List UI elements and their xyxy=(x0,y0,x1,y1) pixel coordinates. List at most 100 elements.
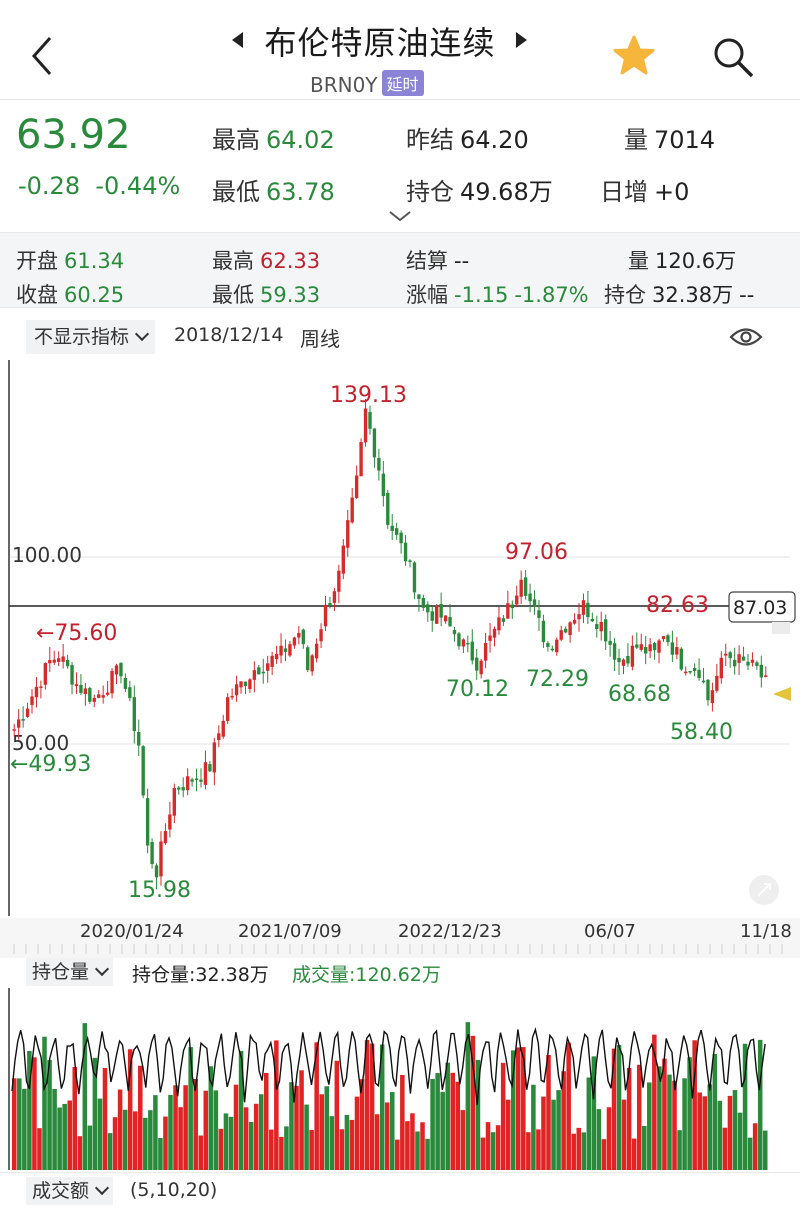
candlestick-svg: 100.00 50.00 87.03 139.13 15.98 ←75.60 ←… xyxy=(8,360,796,916)
chart-toolbar: 不显示指标 2018/12/14 周线 xyxy=(0,318,800,358)
candle xyxy=(741,656,746,661)
candle xyxy=(105,692,110,695)
volume-bar xyxy=(32,1057,37,1170)
volume-bar xyxy=(647,1082,652,1170)
chart-period[interactable]: 周线 xyxy=(300,327,340,351)
quote-high: 最高 64.02 xyxy=(212,120,335,155)
candle xyxy=(550,648,555,651)
candle xyxy=(194,778,199,781)
candle xyxy=(719,657,723,679)
candle xyxy=(65,659,70,667)
value: -1.15 xyxy=(454,283,509,307)
candlestick-chart[interactable]: 100.00 50.00 87.03 139.13 15.98 ←75.60 ←… xyxy=(0,360,800,920)
volume-bar xyxy=(566,1042,571,1170)
volume-svg xyxy=(8,988,768,1170)
back-icon[interactable] xyxy=(28,34,60,78)
candle xyxy=(141,746,145,796)
volume-bar xyxy=(510,1050,516,1170)
candle xyxy=(363,408,368,443)
candle xyxy=(292,637,297,646)
expand-chevron-icon[interactable] xyxy=(388,208,412,224)
candle xyxy=(555,639,559,653)
candle xyxy=(306,647,310,671)
candle xyxy=(83,688,88,695)
value: 64.20 xyxy=(460,126,529,154)
next-triangle-icon[interactable] xyxy=(516,32,527,48)
candle xyxy=(457,633,461,647)
volume-bar xyxy=(264,1072,269,1170)
period-low: 最低 59.33 xyxy=(212,279,320,309)
label: 开盘 xyxy=(16,249,58,273)
volume-bar xyxy=(218,1128,224,1170)
volume-panel-header: 持仓量 持仓量:32.38万 成交量:120.62万 xyxy=(0,958,800,988)
candle xyxy=(21,719,25,721)
change-value: -0.28 xyxy=(18,172,81,200)
x-tick: 06/07 xyxy=(584,921,636,942)
candle xyxy=(417,594,421,599)
volume-bar xyxy=(500,1062,506,1170)
volume-indicator-select[interactable]: 持仓量 xyxy=(26,958,114,986)
x-axis-svg: 2020/01/24 2021/07/09 2022/12/23 06/07 1… xyxy=(13,921,792,954)
candle xyxy=(692,667,697,671)
volume-bar xyxy=(153,1095,158,1170)
candle xyxy=(354,475,359,498)
x-tick: 11/18 xyxy=(740,921,792,942)
prev-triangle-icon[interactable] xyxy=(232,32,243,48)
last-price-marker-icon xyxy=(773,687,791,701)
volume-bar xyxy=(470,1035,476,1170)
instrument-code-row: BRN0Y 延时 xyxy=(310,70,424,97)
candle xyxy=(101,695,105,698)
candle xyxy=(239,681,243,688)
volume-bar xyxy=(47,1060,52,1170)
candle xyxy=(270,655,274,667)
candle xyxy=(368,412,372,429)
label: 结算 xyxy=(406,249,448,273)
candle xyxy=(97,694,101,698)
volume-bar xyxy=(193,1079,198,1170)
star-icon[interactable] xyxy=(612,34,656,78)
volume-bar xyxy=(657,1066,662,1170)
volume-bar xyxy=(712,1054,718,1170)
y-tick-50: 50.00 xyxy=(12,731,69,755)
candle xyxy=(626,656,630,664)
volume-bar xyxy=(27,1051,32,1170)
volume-bar xyxy=(652,1034,657,1170)
label-trough2: 72.29 xyxy=(526,667,589,692)
volume-bar xyxy=(415,1131,420,1170)
candle xyxy=(546,643,550,647)
candle xyxy=(248,679,252,689)
x-tick: 2022/12/23 xyxy=(398,921,502,942)
candle xyxy=(61,656,65,662)
candle xyxy=(310,655,314,672)
volume-bar xyxy=(309,1130,314,1170)
volume-bar xyxy=(752,1123,758,1170)
price-change: -0.28 -0.44% xyxy=(18,172,180,200)
eye-icon[interactable] xyxy=(728,322,764,352)
scroll-handle[interactable] xyxy=(772,622,790,634)
volume-bar xyxy=(667,1074,672,1170)
volume-bar xyxy=(132,1111,138,1170)
candle xyxy=(79,684,83,693)
label: 收盘 xyxy=(16,283,58,307)
volume-bar xyxy=(485,1122,491,1170)
candle xyxy=(568,622,572,636)
period-high: 最高 62.33 xyxy=(212,245,320,275)
indicator-select[interactable]: 不显示指标 xyxy=(26,320,156,354)
search-icon[interactable] xyxy=(710,34,756,80)
candle xyxy=(39,686,43,688)
period-ohlc-bar: 开盘 61.34 收盘 60.25 最高 62.33 最低 59.33 结算 -- 涨幅 -… xyxy=(0,232,800,308)
candle xyxy=(208,764,212,772)
candle xyxy=(252,670,257,680)
candle xyxy=(421,597,426,608)
label: 日增 xyxy=(600,178,648,206)
volume-open-interest-chart[interactable] xyxy=(0,988,800,1170)
turnover-select[interactable]: 成交额 xyxy=(26,1177,114,1205)
volume-bar xyxy=(606,1107,612,1170)
volume-bar xyxy=(440,1091,445,1170)
candle xyxy=(266,663,270,671)
volume-bar xyxy=(541,1096,546,1170)
candle xyxy=(581,600,586,615)
candle xyxy=(470,641,474,661)
chart-date: 2018/12/14 xyxy=(174,324,284,346)
volume-bar xyxy=(158,1138,163,1170)
